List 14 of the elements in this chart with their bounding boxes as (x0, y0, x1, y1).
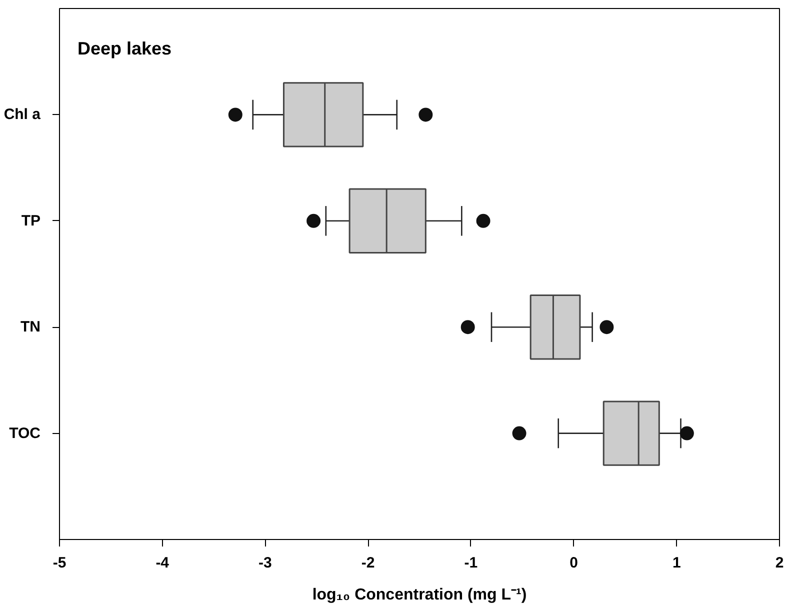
y-tick-label: TOC (9, 424, 41, 442)
text: Deep lakes (78, 38, 172, 58)
x-axis-title: log₁₀ Concentration (mg L⁻¹) (312, 586, 527, 604)
x-tick-label: -5 (52, 554, 66, 572)
y-tick-label: TP (21, 212, 41, 230)
x-tick-label: -3 (258, 554, 272, 572)
x-tick-label: -4 (156, 554, 170, 572)
x-tick-label: 1 (672, 554, 681, 572)
x-tick-label: -1 (464, 554, 478, 572)
y-tick-label: TN (20, 318, 41, 336)
x-tick-label: 0 (570, 554, 578, 572)
x-tick-label: -2 (361, 554, 375, 572)
y-tick-label: Chl a (4, 106, 42, 124)
x-tick-label: 2 (775, 554, 784, 572)
